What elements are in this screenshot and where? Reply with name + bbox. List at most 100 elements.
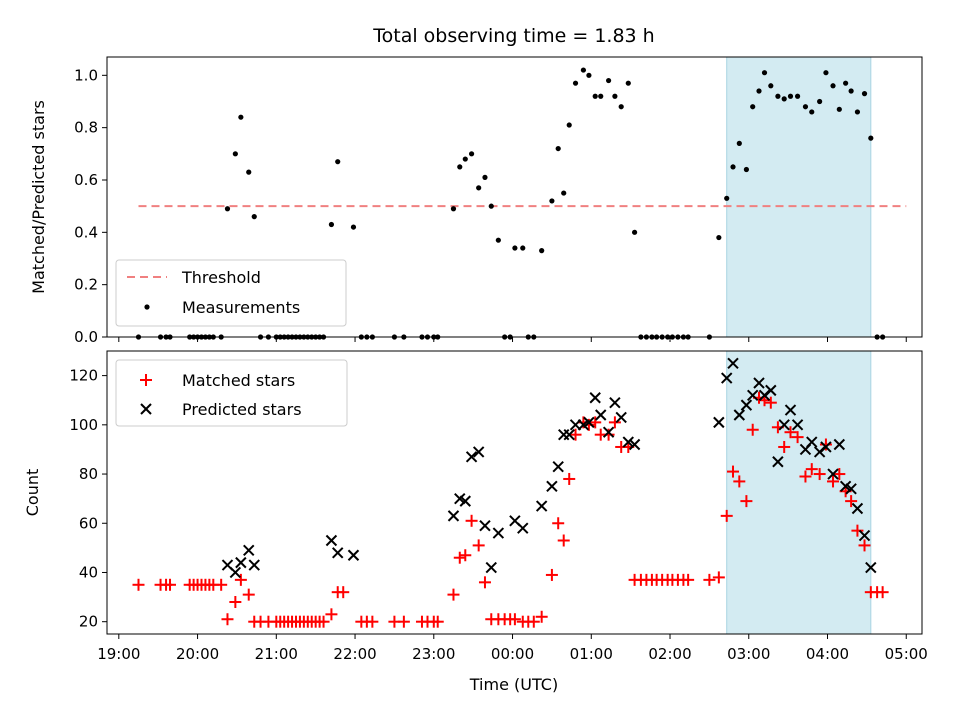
matched-star-point — [764, 396, 777, 409]
bottom-y-tick-label: 100 — [69, 416, 98, 434]
measurement-point — [848, 88, 854, 94]
matched-star-point — [242, 588, 255, 601]
predicted-star-point — [332, 547, 344, 559]
predicted-star-point — [609, 396, 621, 409]
matched-star-point — [447, 588, 460, 601]
measurement-point — [251, 214, 257, 220]
measurement-point — [457, 164, 463, 170]
chart-title: Total observing time = 1.83 h — [372, 25, 654, 47]
x-tick-label: 04:00 — [806, 645, 849, 663]
measurement-point — [836, 106, 842, 112]
measurement-point — [246, 169, 252, 175]
predicted-star-point — [778, 419, 790, 431]
predicted-star-point — [628, 438, 641, 451]
top-y-tick-label: 0.0 — [74, 328, 98, 346]
predicted-star-point — [765, 384, 777, 397]
matched-star-point — [791, 431, 804, 444]
matched-star-point — [234, 573, 247, 586]
matched-star-point — [720, 509, 733, 522]
measurement-point — [586, 72, 592, 78]
matched-star-point — [845, 495, 858, 508]
matched-star-point — [813, 468, 826, 481]
measurement-point — [482, 174, 488, 180]
matched-star-point — [858, 539, 871, 552]
matched-star-point — [163, 578, 176, 591]
predicted-star-point — [552, 460, 564, 473]
predicted-star-point — [865, 561, 877, 574]
matched-star-point — [799, 470, 812, 483]
measurement-point — [631, 229, 638, 235]
measurement-point — [830, 83, 836, 89]
bottom-y-tick-label: 40 — [79, 563, 98, 581]
legend-predicted-label: Predicted stars — [182, 400, 302, 419]
predicted-star-point — [558, 428, 570, 441]
predicted-star-point — [517, 522, 529, 534]
legend-threshold-label: Threshold — [181, 268, 261, 287]
predicted-star-point — [820, 441, 832, 453]
matched-star-point — [703, 573, 716, 586]
measurement-point — [350, 224, 357, 230]
predicted-star-point — [806, 436, 818, 448]
matched-star-point — [132, 578, 145, 591]
matched-star-point — [229, 596, 242, 609]
predicted-star-point — [595, 409, 607, 421]
predicted-star-point — [622, 436, 634, 448]
predicted-star-point — [563, 428, 575, 441]
x-tick-label: 01:00 — [570, 645, 613, 663]
predicted-star-point — [589, 392, 601, 404]
measurement-point — [768, 83, 774, 89]
measurement-point — [549, 198, 555, 204]
legend-matched-swatch — [140, 374, 152, 386]
matched-star-point — [215, 578, 228, 591]
x-tick-label: 00:00 — [491, 645, 534, 663]
predicted-stars-points — [221, 357, 877, 579]
matched-star-point — [784, 426, 797, 439]
bottom-axes-frame — [106, 350, 923, 635]
matched-star-point — [508, 613, 521, 626]
predicted-star-point — [851, 502, 864, 515]
predicted-star-point — [459, 495, 471, 507]
x-tick-label: 22:00 — [333, 645, 376, 663]
bottom-y-axis-label: Count — [23, 469, 42, 517]
measurement-point — [809, 109, 815, 115]
top-y-tick-label: 0.6 — [74, 171, 98, 189]
matched-star-point — [582, 418, 595, 431]
top-highlight-span — [726, 56, 872, 338]
matched-star-point — [563, 472, 576, 485]
measurement-point — [823, 70, 829, 76]
matched-star-point — [876, 586, 889, 599]
bottom-legend: Matched stars Predicted stars — [115, 359, 348, 427]
measurement-point — [756, 88, 762, 94]
predicted-star-point — [347, 549, 360, 561]
predicted-star-point — [248, 559, 260, 571]
predicted-star-point — [721, 372, 733, 384]
matched-star-point — [682, 573, 695, 586]
predicted-star-point — [845, 483, 857, 495]
bottom-y-tick-label: 80 — [79, 465, 98, 483]
measurement-point — [566, 122, 572, 128]
measurement-point — [817, 98, 823, 105]
top-panel: 0.0 0.2 0.4 0.6 0.8 1.0 Matched/Predicted sta… — [29, 56, 923, 346]
x-tick-label: 03:00 — [727, 645, 770, 663]
predicted-star-point — [791, 419, 804, 431]
matched-star-point — [778, 440, 791, 453]
predicted-star-point — [235, 556, 247, 569]
measurement-point — [781, 96, 787, 102]
matched-star-point — [746, 423, 759, 436]
predicted-star-point — [753, 377, 765, 389]
matched-star-point — [557, 534, 570, 547]
matched-star-point — [552, 517, 565, 530]
matched-stars-points — [132, 391, 889, 628]
matched-star-point — [459, 549, 472, 562]
measurement-point — [775, 93, 781, 99]
predicted-star-point — [772, 456, 784, 468]
matched-star-point — [221, 613, 234, 626]
measurement-point — [328, 221, 335, 228]
predicted-star-point — [465, 451, 478, 463]
predicted-star-point — [492, 527, 505, 539]
matched-star-point — [431, 615, 444, 628]
measurement-point — [232, 151, 238, 157]
x-tick-label: 20:00 — [176, 645, 219, 663]
measurement-point — [854, 109, 861, 115]
